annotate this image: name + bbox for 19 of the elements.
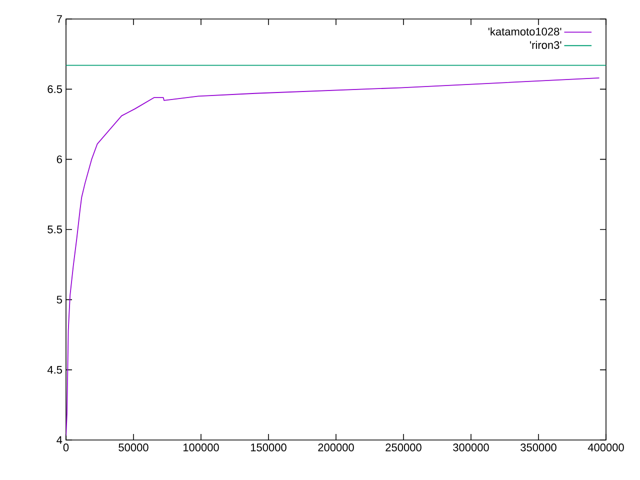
line-series	[66, 77, 600, 436]
x-tick-label: 400000	[588, 444, 624, 452]
x-tick-label: 300000	[453, 444, 489, 452]
legend-label: 'riron3'	[530, 40, 562, 49]
legend-label: 'katamoto1028'	[488, 27, 562, 36]
x-tick-label: 350000	[520, 444, 556, 452]
x-tick-label: 0	[63, 444, 69, 452]
y-tick-label: 7	[56, 15, 62, 23]
x-tick-label: 200000	[318, 444, 354, 452]
x-tick-label: 100000	[183, 444, 219, 452]
y-tick-label: 6.5	[48, 85, 62, 94]
y-tick-label: 4.5	[47, 366, 62, 374]
x-tick-label: 150000	[250, 444, 286, 452]
y-tick-label: 5	[56, 296, 62, 304]
y-tick-label: 4	[56, 436, 62, 444]
y-tick-label: 5.5	[48, 226, 62, 234]
x-tick-label: 50000	[118, 444, 148, 452]
y-tick-label: 6	[56, 155, 62, 164]
x-tick-label: 250000	[386, 444, 422, 452]
